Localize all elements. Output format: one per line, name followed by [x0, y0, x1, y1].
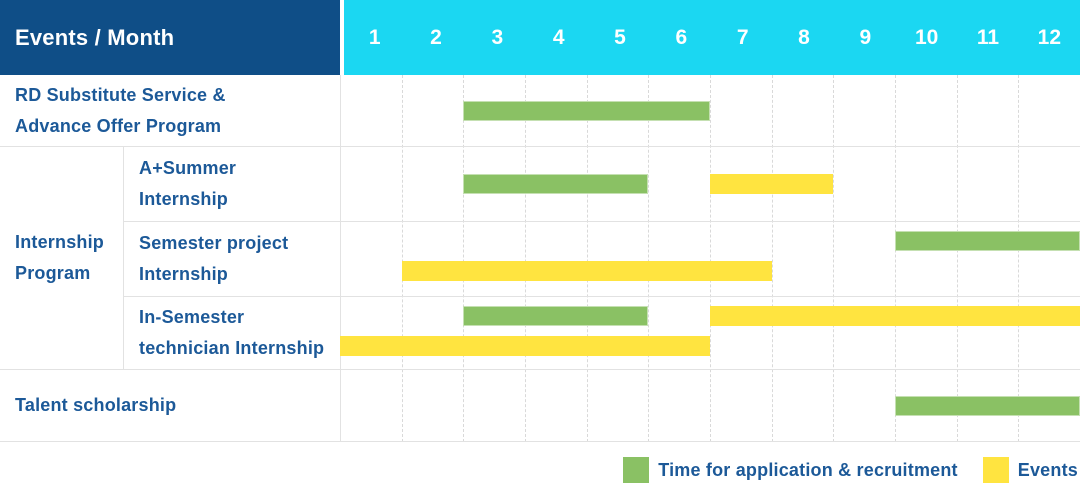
row-label-cell: In-Semester technician Internship — [124, 297, 340, 369]
gridline-column — [956, 75, 1019, 442]
row-label-cell: Semester project Internship — [124, 222, 340, 296]
row-talent-scholarship: Talent scholarship — [0, 370, 1080, 442]
row-a-summer-internship: A+Summer Internship — [124, 147, 1080, 222]
group-label: Internship Program — [15, 232, 105, 283]
events-swatch-icon — [982, 457, 1009, 483]
table-header-title-cell: Events / Month — [0, 0, 340, 75]
month-label-2: 2 — [430, 25, 442, 49]
legend-item-application: Time for application & recruitment — [623, 457, 958, 483]
month-label-12: 12 — [1037, 25, 1061, 49]
row-bars-semester-project-internship — [340, 222, 1080, 296]
application-bar — [895, 231, 1080, 251]
legend: Time for application & recruitment Event… — [0, 457, 1080, 483]
legend-label-application: Time for application & recruitment — [658, 459, 958, 480]
row-in-semester-technician-internship: In-Semester technician Internship — [124, 297, 1080, 369]
row-label: A+Summer Internship — [139, 158, 237, 209]
gridline-column — [1018, 75, 1080, 442]
month-label-11: 11 — [976, 25, 1000, 49]
application-bar — [463, 100, 710, 121]
row-bars-talent-scholarship — [340, 370, 1080, 441]
gridline-column — [525, 75, 587, 442]
gridline-column — [463, 75, 525, 442]
table-header: Events / Month 1 2 3 4 5 6 7 8 9 10 11 12 — [0, 0, 1080, 75]
internship-subrows: A+Summer Internship Semester project Int… — [124, 147, 1080, 369]
month-label-7: 7 — [736, 25, 749, 49]
row-bars-a-summer-internship — [340, 147, 1080, 221]
gridline-column — [340, 75, 402, 442]
row-rd-substitute-service: RD Substitute Service & Advance Offer Pr… — [0, 75, 1080, 147]
row-label: Semester project Internship — [139, 233, 289, 284]
gridline-column — [586, 75, 649, 442]
row-bars-in-semester-technician-internship — [340, 297, 1080, 369]
row-label-cell: RD Substitute Service & Advance Offer Pr… — [0, 75, 340, 146]
events-month-table: Events / Month 1 2 3 4 5 6 7 8 9 10 11 12 RD Substi… — [0, 0, 1080, 442]
month-label-1: 1 — [368, 25, 381, 49]
month-label-8: 8 — [798, 25, 810, 49]
application-bar — [463, 174, 649, 194]
gridline-column — [895, 75, 957, 442]
gridline-column — [401, 75, 464, 442]
row-semester-project-internship: Semester project Internship — [124, 222, 1080, 297]
table-title: Events / Month — [15, 25, 175, 50]
gridline-column — [833, 75, 895, 442]
events-bar — [710, 306, 1080, 326]
row-label-cell: A+Summer Internship — [124, 147, 340, 221]
application-bar — [895, 395, 1080, 416]
application-bar — [463, 306, 649, 326]
month-header: 1 2 3 4 5 6 7 8 9 10 11 12 — [344, 0, 1080, 75]
row-label-cell: Talent scholarship — [0, 370, 340, 441]
events-bar — [340, 336, 710, 356]
month-label-4: 4 — [552, 25, 565, 49]
events-bar — [401, 261, 772, 281]
gridline-column — [771, 75, 834, 442]
application-swatch-icon — [623, 457, 650, 483]
gridline-column — [710, 75, 772, 442]
month-label-10: 10 — [914, 25, 939, 49]
month-label-5: 5 — [614, 25, 626, 49]
row-bars-rd-substitute-service — [340, 75, 1080, 146]
events-bar — [710, 174, 834, 194]
legend-item-events: Events — [982, 457, 1078, 483]
row-label: In-Semester technician Internship — [139, 307, 325, 358]
row-label: Talent scholarship — [15, 395, 177, 415]
group-label-cell: Internship Program — [0, 147, 124, 369]
legend-label-events: Events — [1017, 459, 1078, 480]
gridline-column — [648, 75, 710, 442]
month-label-6: 6 — [675, 25, 688, 49]
month-label-9: 9 — [859, 25, 872, 49]
row-label: RD Substitute Service & Advance Offer Pr… — [15, 84, 226, 136]
internship-program-group: Internship Program A+Summer Internship S… — [0, 147, 1080, 370]
month-label-3: 3 — [491, 25, 504, 49]
month-gridlines — [340, 75, 1080, 442]
